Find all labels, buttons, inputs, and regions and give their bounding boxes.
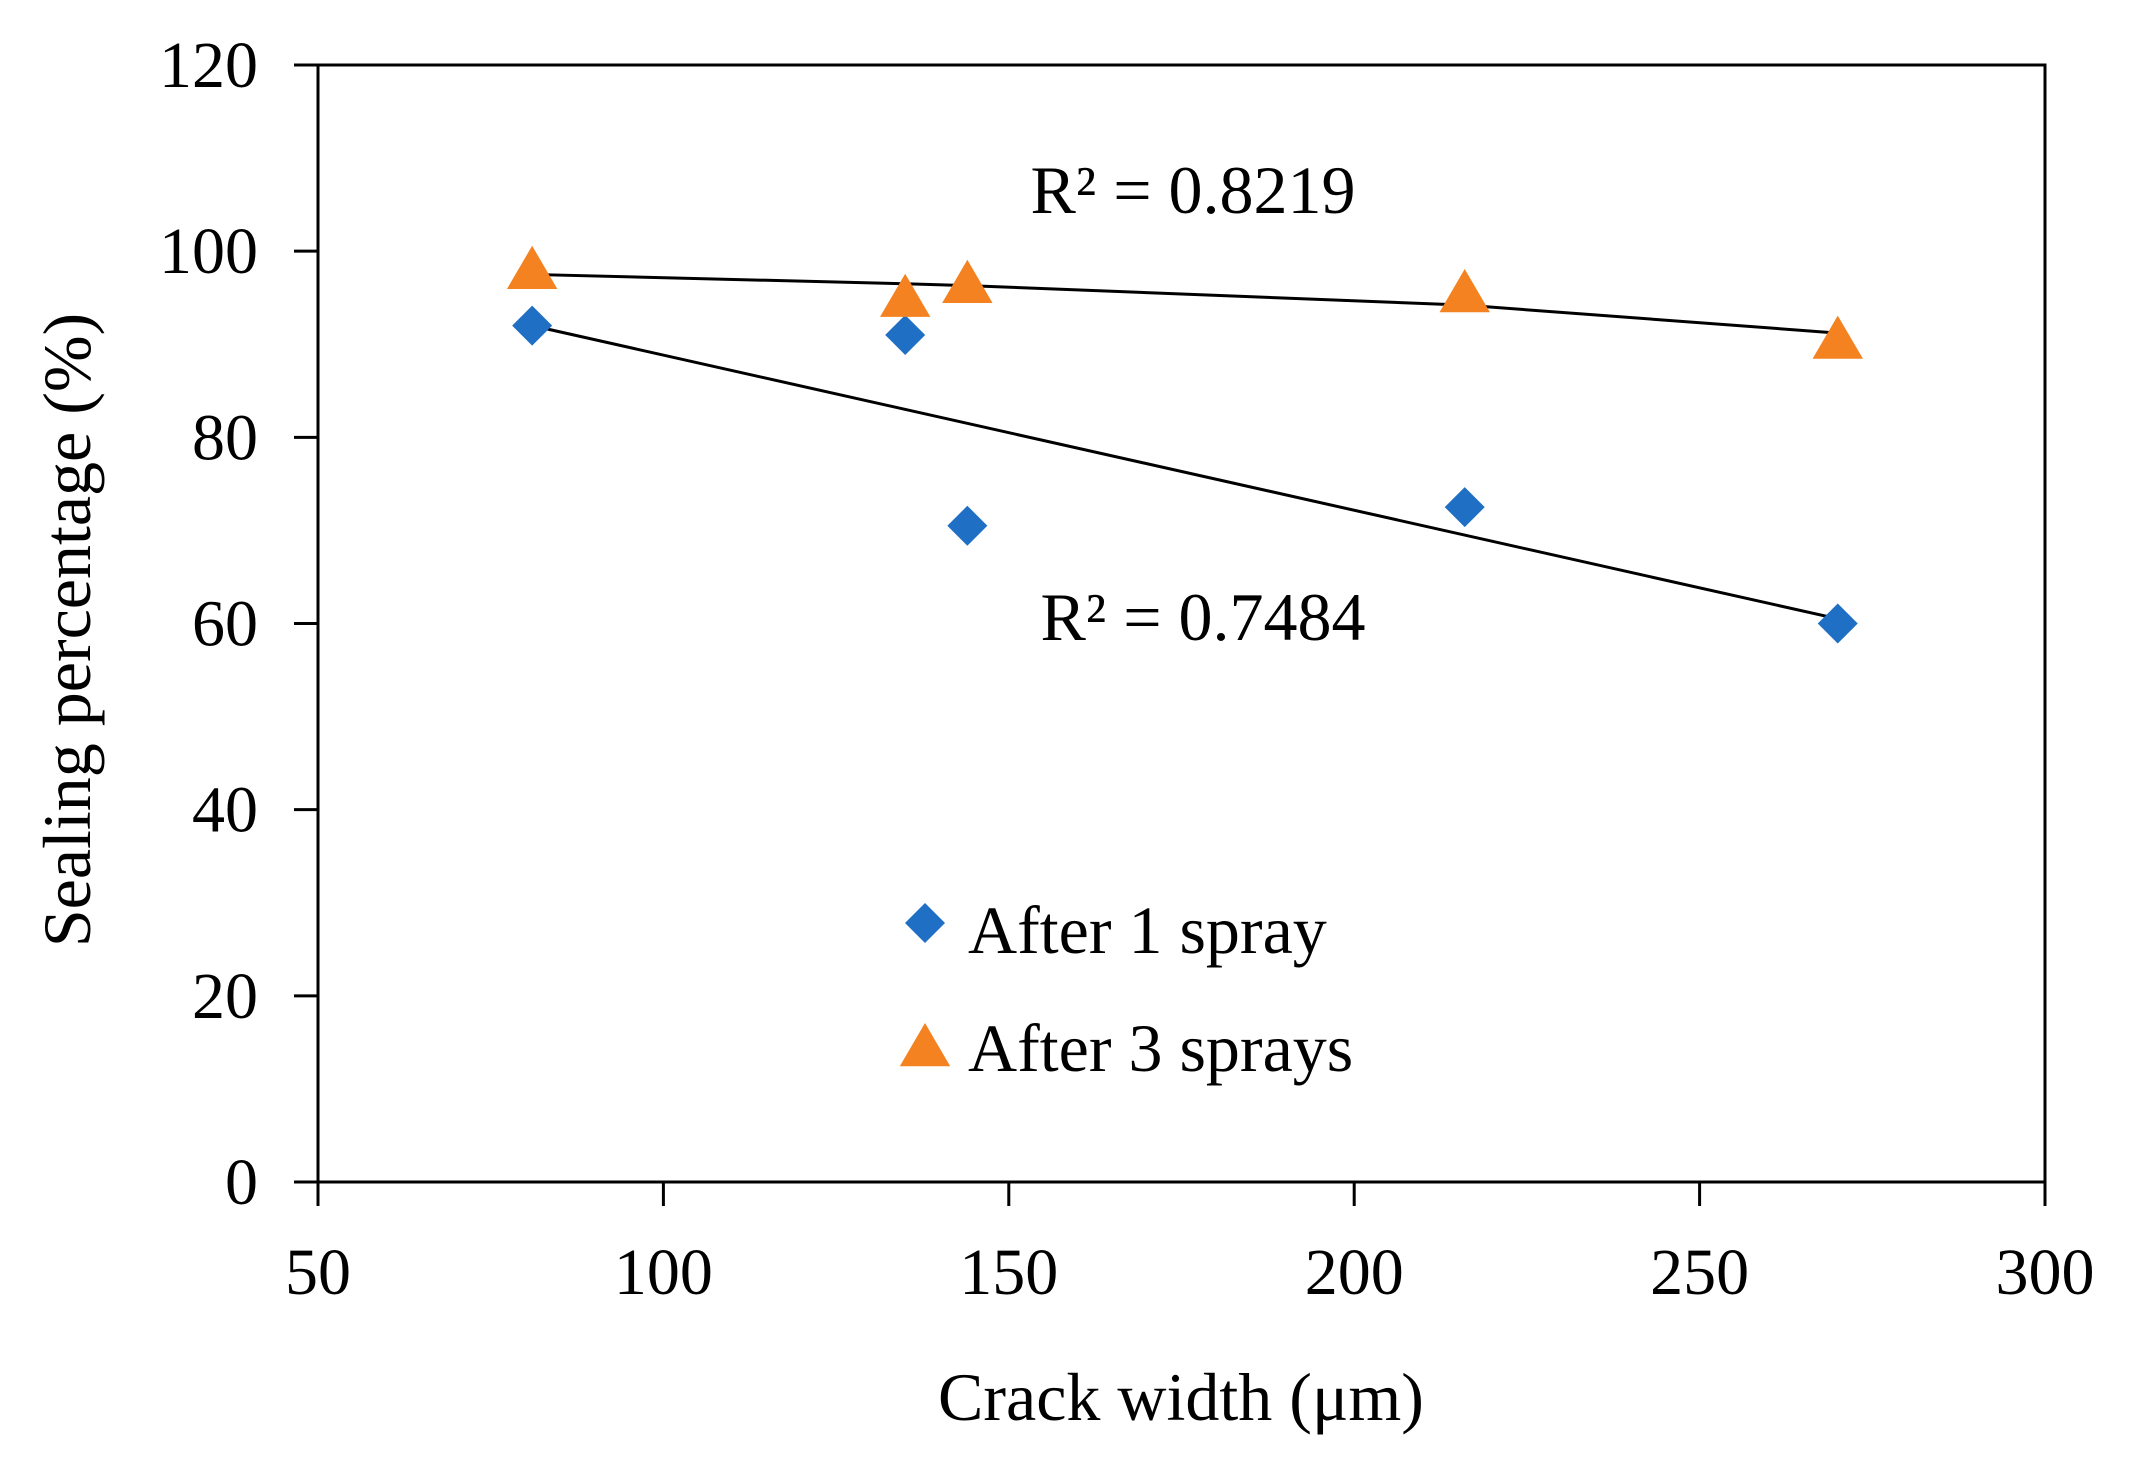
data-point-after-3-sprays-3 — [942, 259, 993, 303]
y-axis-title: Sealing percentage (%) — [29, 313, 105, 947]
legend-marker-after-3-sprays — [899, 1023, 951, 1067]
x-tick-label-50: 50 — [285, 1236, 351, 1309]
x-tick-label-200: 200 — [1305, 1236, 1404, 1309]
x-tick-label-100: 100 — [614, 1236, 713, 1309]
y-tick-label-0: 0 — [225, 1146, 258, 1219]
legend-label-after-3-sprays: After 3 sprays — [968, 1010, 1353, 1086]
x-tick-label-300: 300 — [1996, 1236, 2095, 1309]
x-axis-title: Crack width (μm) — [938, 1359, 1424, 1435]
x-tick-label-150: 150 — [959, 1236, 1058, 1309]
r2-label-after-1-spray: R² = 0.7484 — [1040, 579, 1365, 655]
legend-label-after-1-spray: After 1 spray — [968, 892, 1327, 968]
data-point-after-3-sprays-4 — [1439, 269, 1490, 313]
legend-marker-after-1-spray — [905, 903, 945, 943]
y-tick-label-80: 80 — [192, 401, 258, 474]
r2-label-after-3-sprays: R² = 0.8219 — [1030, 152, 1355, 228]
plot-area — [316, 63, 2047, 1184]
y-tick-label-120: 120 — [159, 29, 258, 102]
y-tick-label-40: 40 — [192, 774, 258, 847]
y-tick-label-20: 20 — [192, 960, 258, 1033]
data-point-after-1-spray-5 — [1817, 603, 1858, 644]
y-tick-label-60: 60 — [192, 588, 258, 661]
x-tick-label-250: 250 — [1650, 1236, 1749, 1309]
data-point-after-3-sprays-1 — [506, 245, 558, 289]
data-point-after-3-sprays-2 — [879, 273, 931, 317]
data-point-after-1-spray-1 — [512, 305, 553, 346]
data-point-after-1-spray-2 — [885, 314, 926, 355]
y-tick-label-100: 100 — [159, 215, 258, 288]
trendline-after-1-spray — [531, 324, 1839, 621]
data-point-after-3-sprays-5 — [1812, 315, 1863, 359]
data-point-after-1-spray-4 — [1444, 487, 1485, 528]
data-points — [506, 245, 1863, 644]
axes: 0 20 40 60 80 100 120 50 100 150 200 250 300 — [159, 29, 2095, 1309]
data-point-after-1-spray-3 — [947, 505, 988, 546]
legend: After 1 spray After 3 sprays — [899, 892, 1353, 1086]
